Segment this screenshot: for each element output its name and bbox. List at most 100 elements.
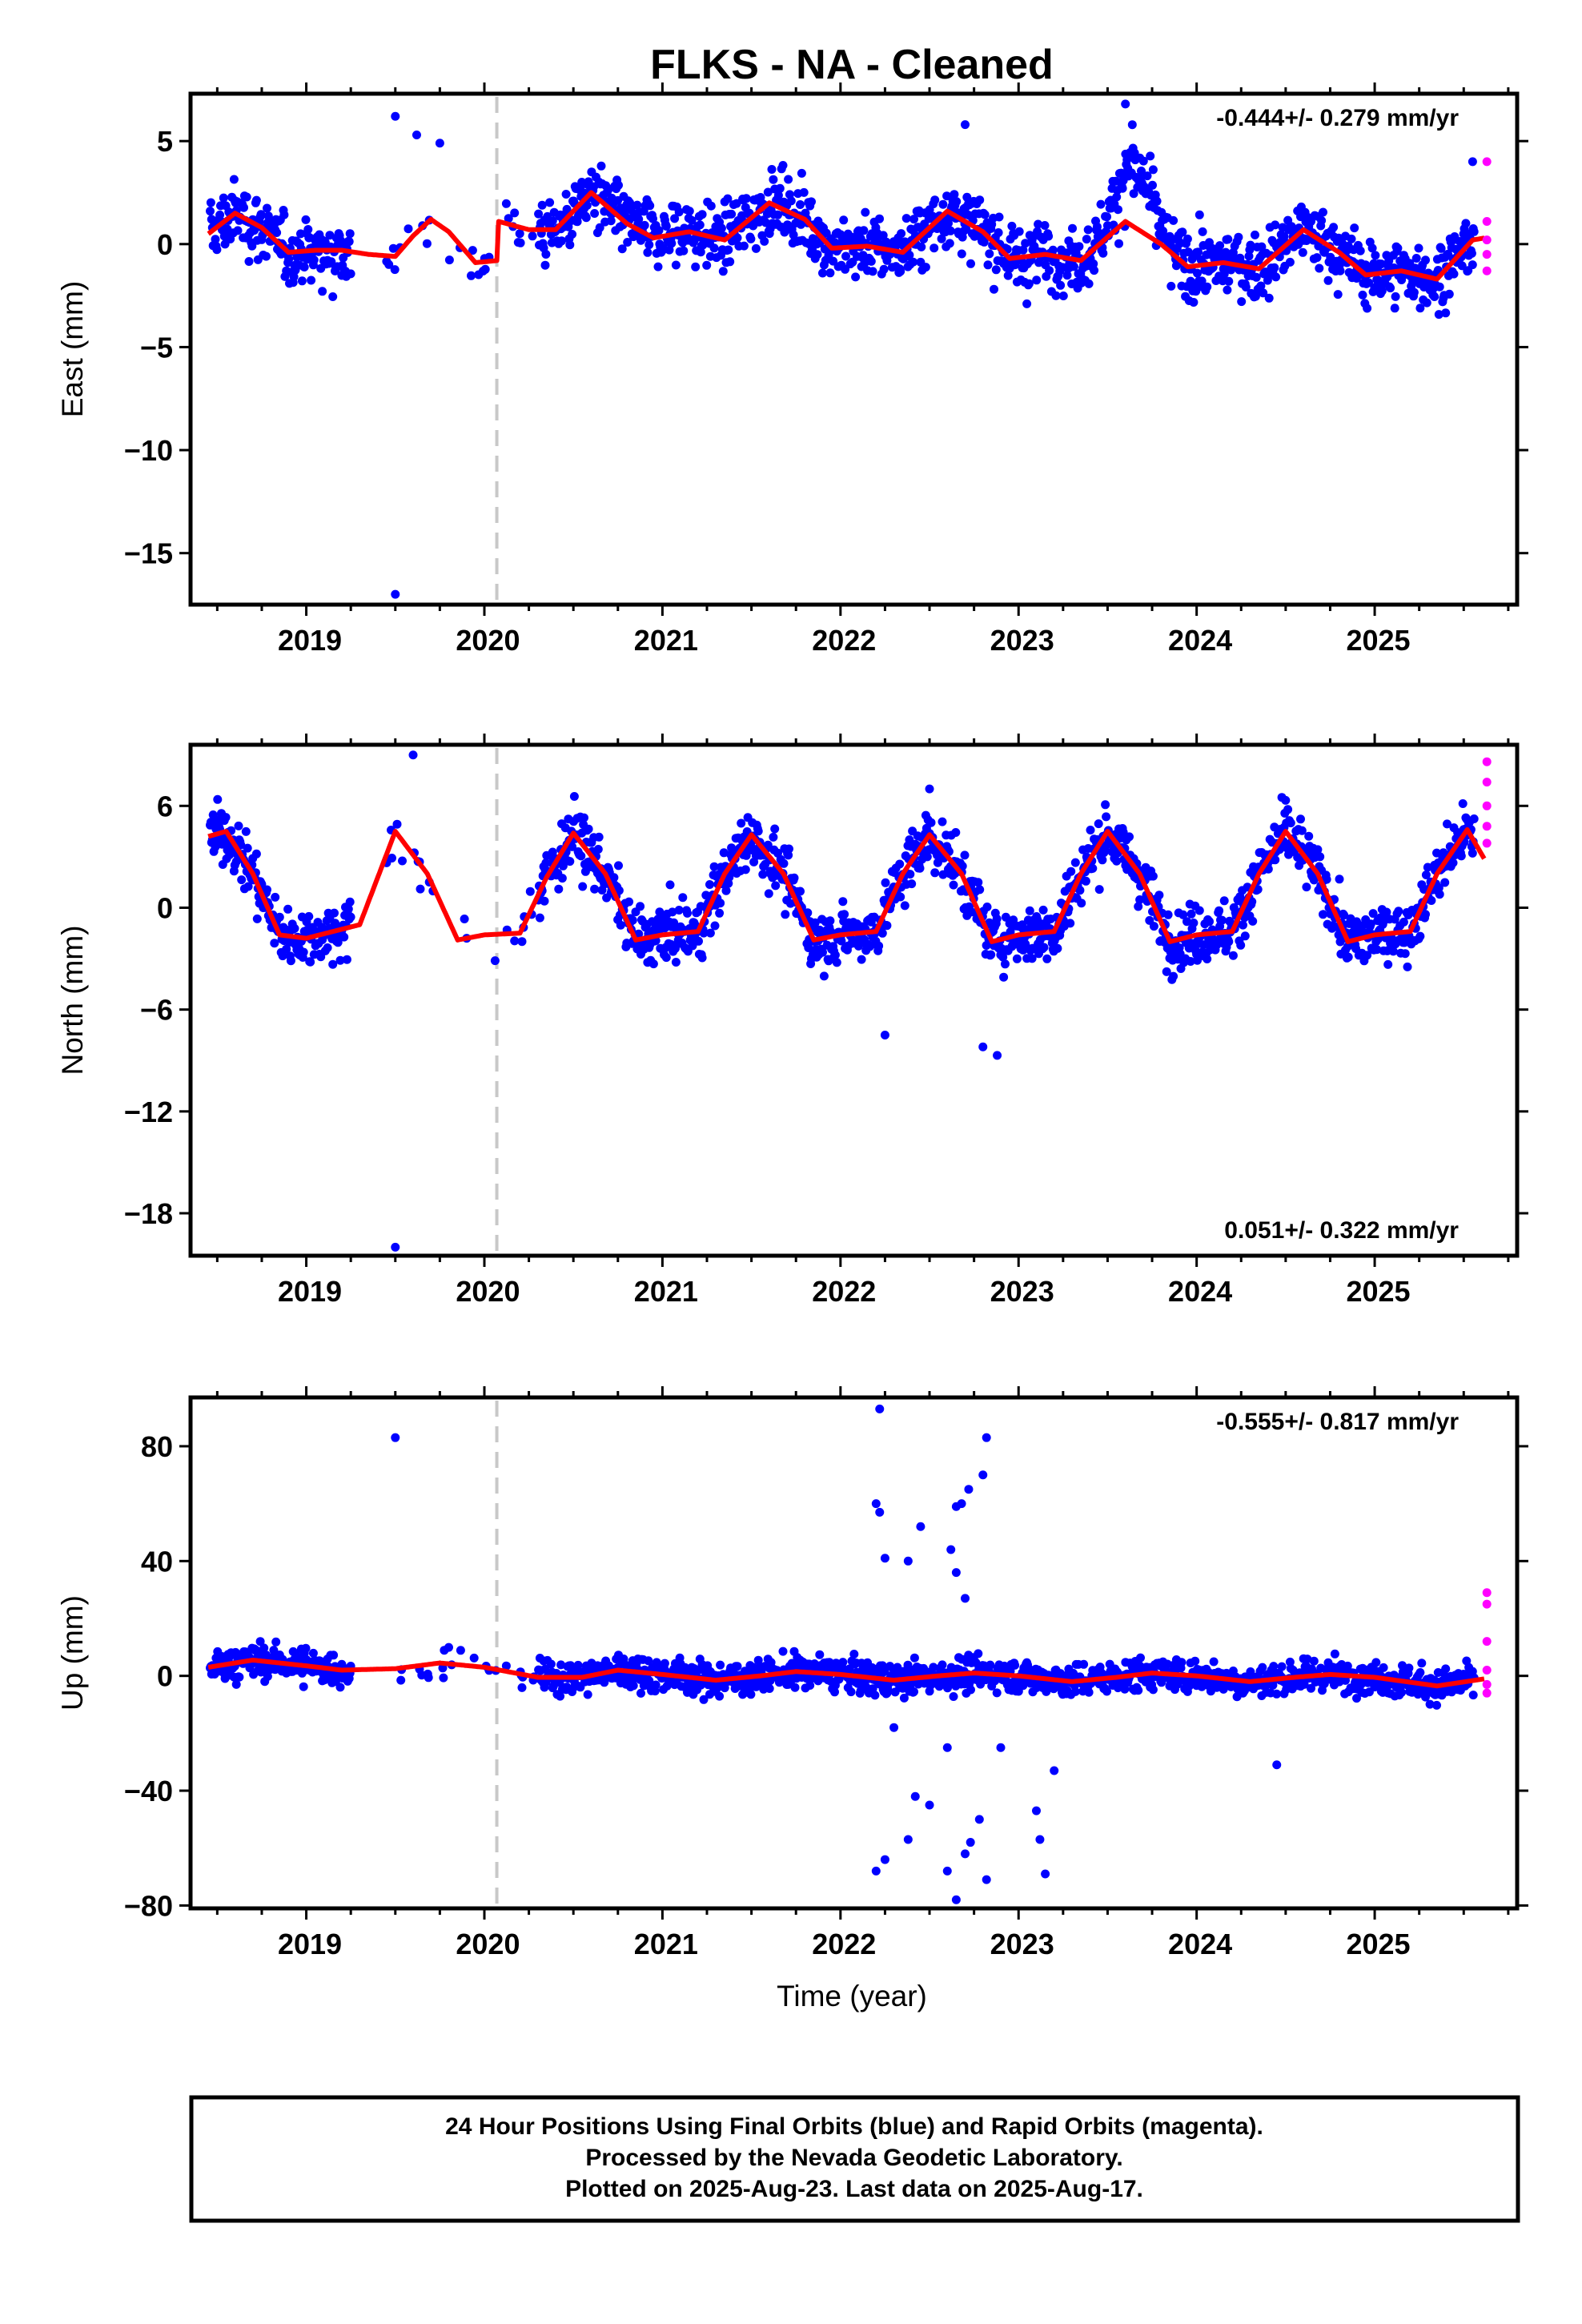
final-point bbox=[1083, 225, 1093, 235]
y-tick-label: −80 bbox=[124, 1889, 173, 1922]
final-point bbox=[1169, 971, 1178, 981]
x-tick-label: 2023 bbox=[990, 1928, 1054, 1960]
final-point bbox=[628, 1681, 638, 1691]
final-point bbox=[986, 950, 996, 959]
final-point bbox=[283, 904, 293, 914]
final-point bbox=[1363, 304, 1372, 313]
final-point bbox=[938, 870, 948, 879]
final-point bbox=[593, 845, 603, 854]
outlier-point bbox=[889, 1723, 899, 1732]
final-point bbox=[1024, 279, 1034, 288]
final-point bbox=[1358, 290, 1367, 300]
final-point bbox=[1467, 248, 1476, 258]
final-point bbox=[907, 879, 917, 889]
final-point bbox=[590, 884, 600, 894]
final-point bbox=[616, 920, 625, 930]
final-point bbox=[653, 262, 663, 271]
final-point bbox=[444, 255, 454, 265]
final-point bbox=[819, 971, 829, 981]
rapid-point bbox=[1482, 757, 1492, 766]
final-point bbox=[219, 193, 228, 203]
x-tick-label: 2025 bbox=[1346, 624, 1410, 657]
final-point bbox=[1417, 1659, 1427, 1668]
final-point bbox=[242, 192, 251, 202]
final-point bbox=[1383, 959, 1393, 969]
outlier-point bbox=[871, 1866, 881, 1876]
final-point bbox=[785, 844, 793, 854]
final-point bbox=[234, 821, 243, 830]
final-point bbox=[1456, 851, 1466, 861]
final-point bbox=[975, 885, 985, 895]
final-point bbox=[556, 1691, 565, 1701]
final-point bbox=[715, 908, 725, 918]
footer-border bbox=[189, 2095, 1520, 2223]
final-point bbox=[990, 284, 998, 294]
final-point bbox=[1193, 268, 1202, 278]
final-point bbox=[1113, 1667, 1122, 1677]
final-point bbox=[540, 260, 550, 270]
final-point bbox=[710, 921, 720, 931]
final-point bbox=[866, 256, 876, 266]
final-point bbox=[724, 245, 733, 255]
final-point bbox=[580, 813, 588, 822]
final-point bbox=[1189, 298, 1199, 307]
final-point bbox=[769, 175, 778, 184]
outlier-point bbox=[925, 784, 934, 794]
final-point bbox=[980, 210, 990, 219]
final-point bbox=[1469, 227, 1479, 236]
final-point bbox=[674, 207, 684, 217]
final-point bbox=[342, 955, 351, 964]
final-point bbox=[206, 198, 215, 207]
final-point bbox=[699, 928, 709, 938]
final-point bbox=[1007, 221, 1017, 231]
final-point bbox=[1312, 253, 1322, 263]
y-axis-label: Up (mm) bbox=[56, 1595, 89, 1711]
final-point bbox=[263, 203, 271, 213]
final-point bbox=[301, 1643, 311, 1653]
final-point bbox=[1149, 922, 1158, 931]
final-point bbox=[1162, 967, 1171, 976]
x-tick-label: 2020 bbox=[456, 1928, 520, 1960]
final-point bbox=[797, 168, 806, 178]
x-axis-label: Time (year) bbox=[777, 1980, 927, 2012]
final-point bbox=[760, 236, 769, 246]
outlier-point bbox=[903, 1835, 913, 1844]
final-point bbox=[1248, 916, 1258, 926]
final-point bbox=[1304, 831, 1314, 841]
final-point bbox=[278, 951, 287, 961]
final-point bbox=[614, 886, 624, 895]
final-point bbox=[1148, 871, 1158, 881]
final-point bbox=[335, 955, 345, 965]
footer-line-3: Plotted on 2025-Aug-23. Last data on 202… bbox=[565, 2176, 1143, 2202]
final-point bbox=[1309, 1656, 1319, 1666]
final-point bbox=[1335, 875, 1344, 884]
final-point bbox=[909, 257, 918, 267]
final-point bbox=[741, 194, 751, 203]
final-point bbox=[1286, 818, 1295, 828]
final-point bbox=[1001, 912, 1010, 922]
final-point bbox=[545, 198, 555, 207]
final-point bbox=[1377, 286, 1387, 296]
final-point bbox=[1224, 937, 1234, 947]
final-point bbox=[732, 199, 741, 208]
final-point bbox=[636, 902, 645, 911]
rapid-point bbox=[1482, 1588, 1492, 1598]
final-point bbox=[262, 251, 271, 261]
final-point bbox=[1423, 862, 1432, 872]
final-point bbox=[1317, 215, 1327, 225]
final-point bbox=[697, 953, 707, 963]
final-point bbox=[243, 843, 252, 853]
final-point bbox=[992, 1688, 1002, 1698]
final-point bbox=[290, 923, 299, 933]
final-point bbox=[1441, 1664, 1451, 1674]
final-point bbox=[818, 947, 827, 957]
x-tick-label: 2021 bbox=[634, 624, 698, 657]
final-point bbox=[282, 944, 291, 954]
final-point bbox=[1079, 1659, 1089, 1669]
final-point bbox=[779, 858, 789, 868]
final-point bbox=[344, 237, 354, 247]
final-point bbox=[1134, 1686, 1143, 1695]
final-point bbox=[1427, 896, 1436, 905]
final-point bbox=[628, 915, 637, 925]
final-point bbox=[1415, 304, 1425, 313]
